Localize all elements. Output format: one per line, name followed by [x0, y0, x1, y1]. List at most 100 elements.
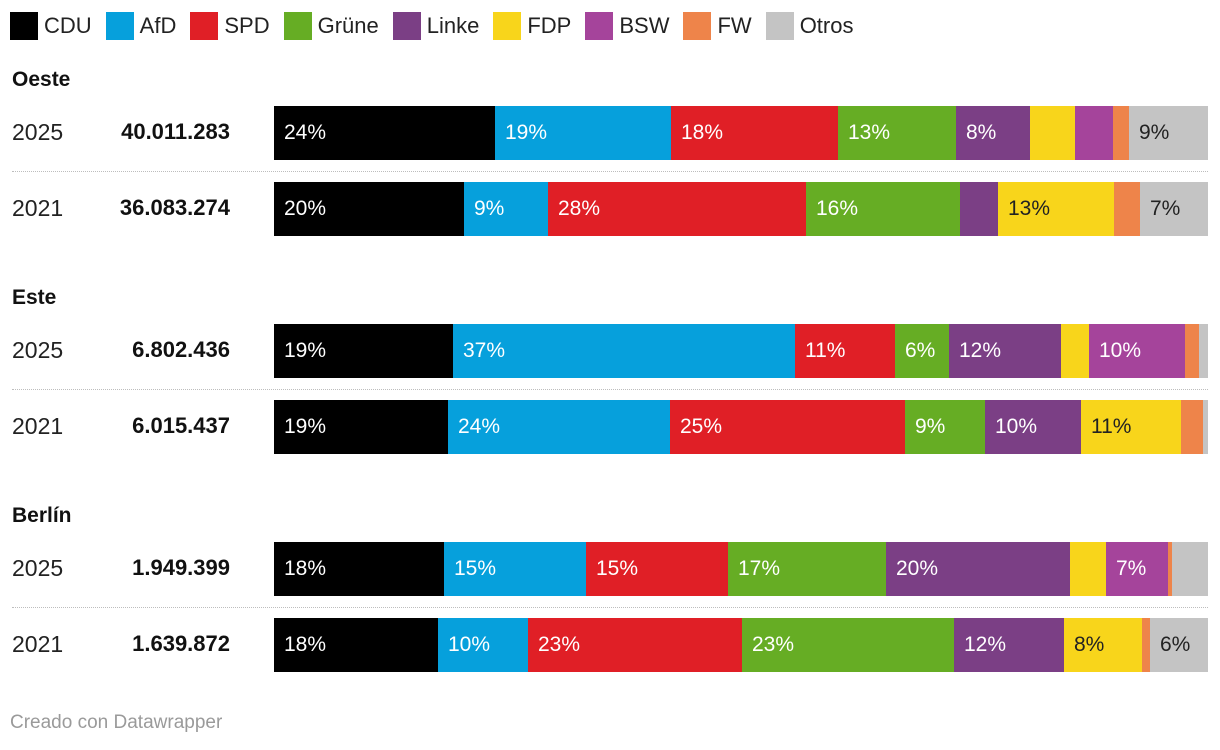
region-title: Oeste — [12, 68, 71, 91]
bar-segment-linke: 12% — [949, 324, 1061, 378]
total-votes: 6.802.436 — [132, 337, 230, 362]
data-label: 17% — [738, 557, 781, 580]
row-separator — [12, 389, 1208, 390]
legend-item-fw: FW — [683, 12, 752, 40]
bar-segment-fdp — [1070, 542, 1106, 596]
legend-label: Otros — [799, 13, 854, 38]
bar-segment-grüne: 23% — [742, 618, 954, 672]
legend-item-fdp: FDP — [493, 12, 571, 40]
year-label: 2025 — [12, 337, 64, 363]
year-label: 2021 — [12, 631, 64, 657]
data-label: 19% — [505, 121, 548, 144]
data-label: 24% — [284, 121, 327, 144]
bar-segment-afd: 10% — [438, 618, 528, 672]
year-label: 2021 — [12, 195, 64, 221]
data-label: 8% — [1074, 633, 1105, 656]
bar-segment-bsw: 7% — [1106, 542, 1168, 596]
legend-label: BSW — [619, 13, 670, 38]
data-label: 8% — [966, 121, 997, 144]
data-label: 18% — [284, 633, 327, 656]
stacked-bar: 19% 24% 25% 9% 10% 11% — [274, 400, 1208, 454]
year-label: 2025 — [12, 555, 64, 581]
legend-swatch — [683, 12, 712, 40]
footer-credit: Creado con Datawrapper — [10, 712, 223, 733]
legend-item-bsw: BSW — [585, 12, 669, 40]
bar-segment-fw — [1142, 618, 1150, 672]
data-label: 23% — [752, 633, 795, 656]
legend-item-linke: Linke — [392, 12, 480, 40]
bar-segment-otros — [1203, 400, 1208, 454]
total-votes: 40.011.283 — [121, 119, 230, 144]
data-label: 23% — [538, 633, 581, 656]
bar-segment-fdp — [1030, 106, 1075, 160]
year-label: 2025 — [12, 119, 64, 145]
bar-segment-fw — [1168, 542, 1172, 596]
total-votes: 36.083.274 — [119, 195, 230, 220]
bar-segment-spd: 28% — [548, 182, 806, 236]
legend-swatch — [10, 12, 38, 40]
legend-item-otros: Otros — [765, 12, 854, 40]
stacked-bar: 24% 19% 18% 13% 8% 9% — [274, 106, 1208, 160]
data-label: 11% — [805, 339, 846, 362]
data-label: 10% — [448, 633, 491, 656]
data-label: 12% — [964, 633, 1007, 656]
data-label: 20% — [896, 557, 939, 580]
bar-segment-cdu: 24% — [274, 106, 495, 160]
bar-segment-otros — [1199, 324, 1208, 378]
data-label: 6% — [905, 339, 936, 362]
bar-segment-otros: 7% — [1140, 182, 1208, 236]
data-label: 9% — [474, 197, 505, 220]
row-separator — [12, 607, 1208, 608]
data-label: 15% — [596, 557, 639, 580]
legend-label: AfD — [139, 13, 177, 38]
data-label: 13% — [1008, 197, 1051, 220]
legend-label: Linke — [426, 13, 480, 38]
legend-swatch — [765, 12, 794, 40]
bar-segment-fdp: 11% — [1081, 400, 1181, 454]
data-label: 7% — [1150, 197, 1181, 220]
bar-segment-bsw: 10% — [1089, 324, 1185, 378]
bar-segment-fw — [1113, 106, 1129, 160]
bar-segment-otros: 9% — [1129, 106, 1208, 160]
bar-segment-grüne: 16% — [806, 182, 960, 236]
legend-item-cdu: CDU — [10, 12, 92, 40]
data-label: 24% — [458, 415, 501, 438]
legend-swatch — [392, 12, 421, 40]
bar-segment-afd: 9% — [464, 182, 548, 236]
bar-segment-linke: 8% — [956, 106, 1030, 160]
data-label: 9% — [1139, 121, 1170, 144]
stacked-bar: 20% 9% 28% 16% 13% 7% — [274, 182, 1208, 236]
bar-segment-fw — [1185, 324, 1199, 378]
chart-legend: CDU AfD SPD Grüne Linke FDP BSW FW Otros — [10, 10, 867, 42]
bar-segment-cdu: 20% — [274, 182, 464, 236]
bar-segment-spd: 23% — [528, 618, 742, 672]
data-label: 10% — [995, 415, 1038, 438]
data-label: 19% — [284, 339, 327, 362]
bar-segment-fw — [1114, 182, 1140, 236]
data-label: 37% — [463, 339, 506, 362]
legend-swatch — [585, 12, 614, 40]
row-separator — [12, 171, 1208, 172]
bar-segment-grüne: 17% — [728, 542, 886, 596]
legend-label: SPD — [224, 13, 270, 38]
data-label: 19% — [284, 415, 327, 438]
bar-segment-spd: 25% — [670, 400, 905, 454]
data-label: 13% — [848, 121, 891, 144]
bar-segment-linke: 10% — [985, 400, 1081, 454]
bar-segment-afd: 37% — [453, 324, 795, 378]
total-votes: 1.639.872 — [132, 631, 230, 656]
region-title: Este — [12, 286, 57, 309]
legend-label: CDU — [44, 13, 92, 38]
bar-segment-spd: 18% — [671, 106, 838, 160]
data-label: 6% — [1160, 633, 1191, 656]
data-label: 11% — [1091, 415, 1132, 438]
data-label: 18% — [284, 557, 327, 580]
stacked-bar: 18% 10% 23% 23% 12% 8% 6% — [274, 618, 1208, 672]
stacked-bar: 18% 15% 15% 17% 20% 7% — [274, 542, 1208, 596]
bar-segment-otros: 6% — [1150, 618, 1208, 672]
data-label: 20% — [284, 197, 327, 220]
data-label: 10% — [1099, 339, 1142, 362]
data-label: 12% — [959, 339, 1002, 362]
data-label: 15% — [454, 557, 497, 580]
